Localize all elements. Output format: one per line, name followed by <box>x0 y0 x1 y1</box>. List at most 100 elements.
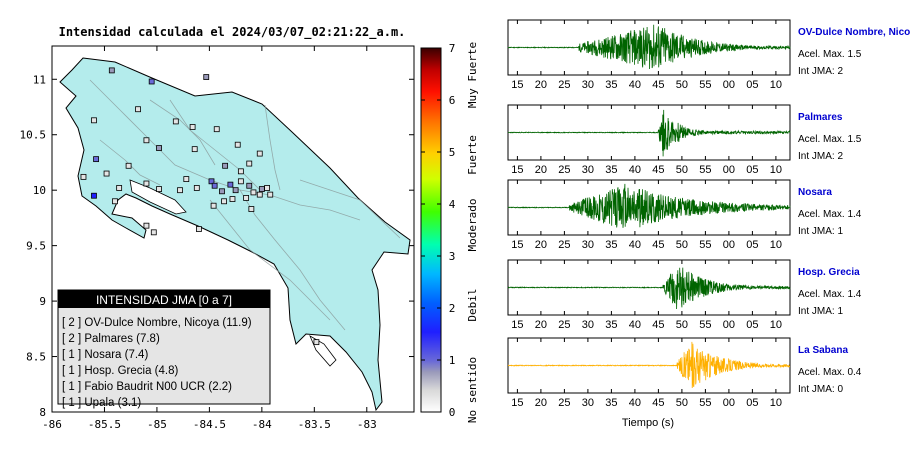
waveform-tick-label: 25 <box>558 239 570 251</box>
station-marker <box>256 150 263 157</box>
waveform-panel: 15 20 25 30 35 40 45 50 55 00 05 10 Hosp. Grecia Acel… <box>507 259 862 331</box>
waveform-tick-label: 05 <box>746 164 758 176</box>
waveform-tick-label: 40 <box>629 164 641 176</box>
colorbar-tick-label: 6 <box>449 94 456 107</box>
waveform-tick-label: 40 <box>629 319 641 331</box>
int-jma-label: Int JMA: 2 <box>798 151 843 162</box>
station-marker <box>191 146 198 153</box>
legend-header <box>58 290 270 308</box>
waveform-tick-label: 05 <box>746 319 758 331</box>
map-x-tick-label: -86 <box>42 418 62 431</box>
map-y-tick-label: 10 <box>33 184 46 197</box>
station-marker <box>193 185 200 191</box>
colorbar-tick-label: 0 <box>449 406 456 419</box>
waveform-tick-label: 30 <box>582 319 594 331</box>
waveform-tick-label: 45 <box>652 397 664 409</box>
waveform-panel: 15 20 25 30 35 40 45 50 55 00 05 10 La Sabana Acel. M… <box>507 337 862 409</box>
waveform-tick-label: 00 <box>723 239 735 251</box>
waveform-tick-label: 30 <box>582 397 594 409</box>
station-name: Hosp. Grecia <box>798 267 860 278</box>
station-marker <box>91 117 97 124</box>
waveform-tick-label: 40 <box>629 397 641 409</box>
waveform-tick-label: 50 <box>676 79 688 91</box>
station-marker <box>143 222 150 229</box>
station-markers <box>80 67 320 346</box>
waveform-tick-label: 30 <box>582 239 594 251</box>
station-marker <box>148 78 155 85</box>
legend-title: INTENSIDAD JMA [0 a 7] <box>96 293 232 307</box>
legend-entry: [ 2 ] OV-Dulce Nombre, Nicoya (11.9) <box>62 317 252 329</box>
waveform-x-label: Tiempo (s) <box>622 417 674 429</box>
waveform-tick-label: 05 <box>746 397 758 409</box>
station-name: OV-Dulce Nombre, Nicoya <box>798 27 910 38</box>
waveform-tick-label: 10 <box>770 79 782 91</box>
station-marker <box>248 206 255 212</box>
station-marker <box>135 106 141 113</box>
waveform-tick-label: 20 <box>535 164 547 176</box>
waveform-tick-label: 20 <box>535 79 547 91</box>
colorbar-tick-label: 7 <box>449 42 456 55</box>
colorbar-tick-label: 3 <box>449 250 456 263</box>
station-marker <box>267 191 274 198</box>
station-marker <box>189 124 196 130</box>
colorbar-tick-label: 1 <box>449 354 456 367</box>
station-marker <box>250 189 257 196</box>
waveform-tick-label: 50 <box>676 164 688 176</box>
waveform-tick-label: 35 <box>605 164 617 176</box>
station-marker <box>177 187 183 194</box>
waveform-tick-label: 00 <box>723 79 735 91</box>
gulf-of-nicoya <box>129 179 187 215</box>
station-marker <box>203 74 210 80</box>
station-marker <box>256 191 263 198</box>
legend-entry: [ 1 ] Fabio Baudrit N00 UCR (2.2) <box>62 381 232 393</box>
waveform-tick-label: 35 <box>605 397 617 409</box>
map-y-axis: 8 8.5 9 9.5 10 10.5 11 <box>20 73 414 419</box>
waveform-tick-label: 25 <box>558 319 570 331</box>
waveform-tick-label: 50 <box>676 239 688 251</box>
station-marker <box>93 156 99 163</box>
colorbar-tick-label: 4 <box>449 198 456 211</box>
station-marker <box>125 162 132 169</box>
station-marker <box>258 186 265 192</box>
map-y-tick-label: 10.5 <box>20 129 47 142</box>
station-marker <box>211 182 218 189</box>
map-x-tick-label: -85 <box>147 418 167 431</box>
waveform-tick-label: 30 <box>582 79 594 91</box>
legend-entry: [ 2 ] Palmares (7.8) <box>62 333 160 345</box>
station-marker <box>103 170 110 177</box>
colorbar-category-label: Moderado <box>466 199 479 252</box>
waveform-tick-label: 10 <box>770 239 782 251</box>
waveform-tick-label: 20 <box>535 319 547 331</box>
waveform-tick-label: 45 <box>652 164 664 176</box>
station-marker <box>237 178 244 185</box>
map-x-tick-label: -83.5 <box>298 418 331 431</box>
map-y-tick-label: 8 <box>39 406 46 419</box>
waveform-tick-label: 15 <box>511 239 523 251</box>
colorbar-gradient <box>420 47 442 413</box>
map-x-tick-label: -85.5 <box>88 418 121 431</box>
station-marker <box>210 202 217 209</box>
int-jma-label: Int JMA: 1 <box>798 226 843 237</box>
waveform-tick-label: 05 <box>746 79 758 91</box>
waveform-tick-label: 30 <box>582 164 594 176</box>
legend-entry: [ 1 ] Hosp. Grecia (4.8) <box>62 365 178 377</box>
waveform-tick-label: 50 <box>676 397 688 409</box>
waveform-trace <box>507 341 791 389</box>
waveform-tick-label: 45 <box>652 239 664 251</box>
map-y-tick-label: 8.5 <box>26 351 46 364</box>
map-y-tick-label: 9.5 <box>26 240 46 253</box>
station-marker <box>234 141 241 148</box>
intensity-legend: INTENSIDAD JMA [0 a 7] [ 2 ] OV-Dulce No… <box>57 289 271 409</box>
waveform-trace <box>508 109 791 157</box>
waveform-tick-label: 10 <box>770 319 782 331</box>
waveform-tick-label: 55 <box>699 319 711 331</box>
station-marker <box>232 187 239 194</box>
waveform-tick-label: 55 <box>699 164 711 176</box>
map-x-axis: -86 -85.5 -85 -84.5 -84 -83.5 -83 <box>42 46 377 431</box>
station-marker <box>195 226 202 232</box>
waveform-tick-label: 20 <box>535 239 547 251</box>
waveform-tick-label: 00 <box>723 319 735 331</box>
station-marker <box>143 180 150 187</box>
map-y-tick-label: 9 <box>39 295 46 308</box>
waveform-panels: 15 20 25 30 35 40 45 50 55 00 05 10 OV-Dulce Nombre,… <box>507 19 910 409</box>
